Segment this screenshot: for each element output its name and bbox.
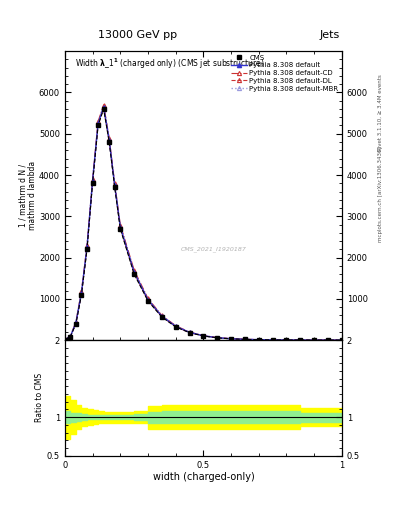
X-axis label: width (charged-only): width (charged-only) [152,472,254,482]
Text: Width $\mathbf{\lambda}$_1$\mathbf{^1}$ (charged only) (CMS jet substructure): Width $\mathbf{\lambda}$_1$\mathbf{^1}$ … [75,57,265,71]
Text: 13000 GeV pp: 13000 GeV pp [98,30,177,40]
Text: CMS_2021_I1920187: CMS_2021_I1920187 [181,247,247,252]
Legend: CMS, Pythia 8.308 default, Pythia 8.308 default-CD, Pythia 8.308 default-DL, Pyt: CMS, Pythia 8.308 default, Pythia 8.308 … [230,53,340,93]
Text: Rivet 3.1.10, ≥ 3.4M events: Rivet 3.1.10, ≥ 3.4M events [378,74,383,151]
Text: mcplots.cern.ch [arXiv:1306.3436]: mcplots.cern.ch [arXiv:1306.3436] [378,147,383,242]
Y-axis label: Ratio to CMS: Ratio to CMS [35,373,44,422]
Y-axis label: 1 / mathrm d N /
mathrm d lambda: 1 / mathrm d N / mathrm d lambda [18,161,37,230]
Text: Jets: Jets [320,30,340,40]
